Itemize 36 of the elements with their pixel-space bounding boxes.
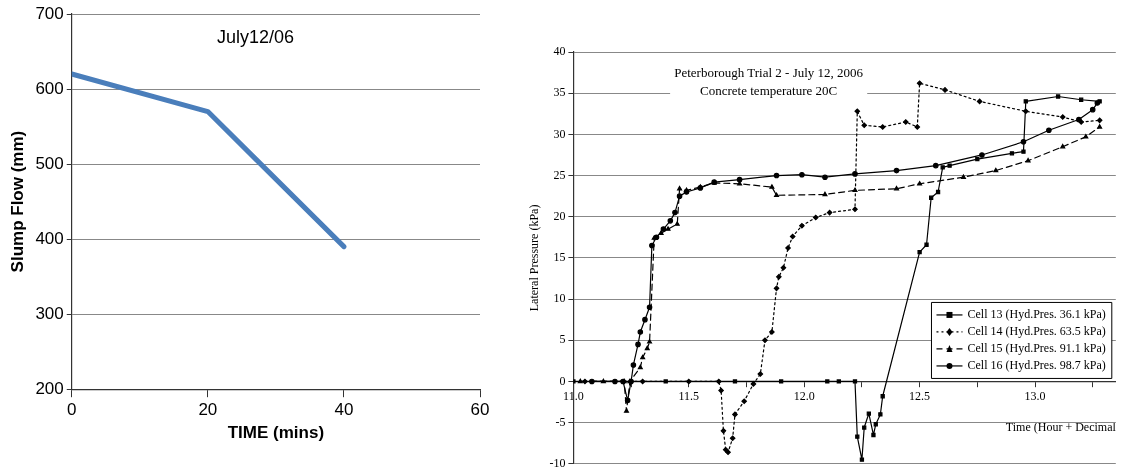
legend-label: Cell 14 (Hyd.Pres. 63.5 kPa) <box>967 324 1106 339</box>
annotation: Concrete temperature 20C <box>700 82 838 98</box>
legend-label: Cell 13 (Hyd.Pres. 36.1 kPa) <box>967 307 1106 322</box>
y-tick-label: 500 <box>35 153 64 173</box>
x-tick-label: 0 <box>67 400 77 420</box>
y-axis-title: Lateral Pressure (kPa) <box>527 204 542 312</box>
y-tick-label: 600 <box>35 78 64 98</box>
y-tick-label: 0 <box>559 373 566 388</box>
y-tick-label: -5 <box>555 414 566 429</box>
x-tick-label: 12.0 <box>793 388 815 403</box>
x-axis-title: TIME (mins) <box>227 423 325 443</box>
y-tick-label: 15 <box>553 250 566 265</box>
y-tick-label: 35 <box>553 85 566 100</box>
annotation: Peterborough Trial 2 - July 12, 2006 <box>674 64 864 80</box>
y-tick-label: 40 <box>553 44 566 59</box>
annotation: July12/06 <box>216 26 294 47</box>
x-tick-label: 20 <box>198 400 218 420</box>
y-tick-label: 30 <box>553 126 566 141</box>
y-tick-label: 10 <box>553 291 566 306</box>
y-tick-label: -10 <box>549 455 566 470</box>
y-tick-label: 700 <box>35 3 64 23</box>
y-axis-title: Slump Flow (mm) <box>7 130 27 273</box>
y-tick-label: 400 <box>35 228 64 248</box>
x-tick-label: 11.5 <box>678 388 700 403</box>
y-tick-label: 200 <box>35 378 64 398</box>
y-tick-label: 300 <box>35 303 64 323</box>
y-tick-label: 5 <box>559 332 566 347</box>
x-tick-label: 60 <box>470 400 490 420</box>
legend-label: Cell 15 (Hyd.Pres. 91.1 kPa) <box>967 341 1106 356</box>
y-tick-label: 25 <box>553 167 566 182</box>
legend-label: Cell 16 (Hyd.Pres. 98.7 kPa) <box>967 358 1106 373</box>
x-tick-label: 13.0 <box>1024 388 1046 403</box>
x-axis-title: Time (Hour + Decimal <box>1005 420 1117 435</box>
x-tick-label: 12.5 <box>909 388 931 403</box>
x-tick-label: 40 <box>334 400 354 420</box>
y-tick-label: 20 <box>553 208 566 223</box>
